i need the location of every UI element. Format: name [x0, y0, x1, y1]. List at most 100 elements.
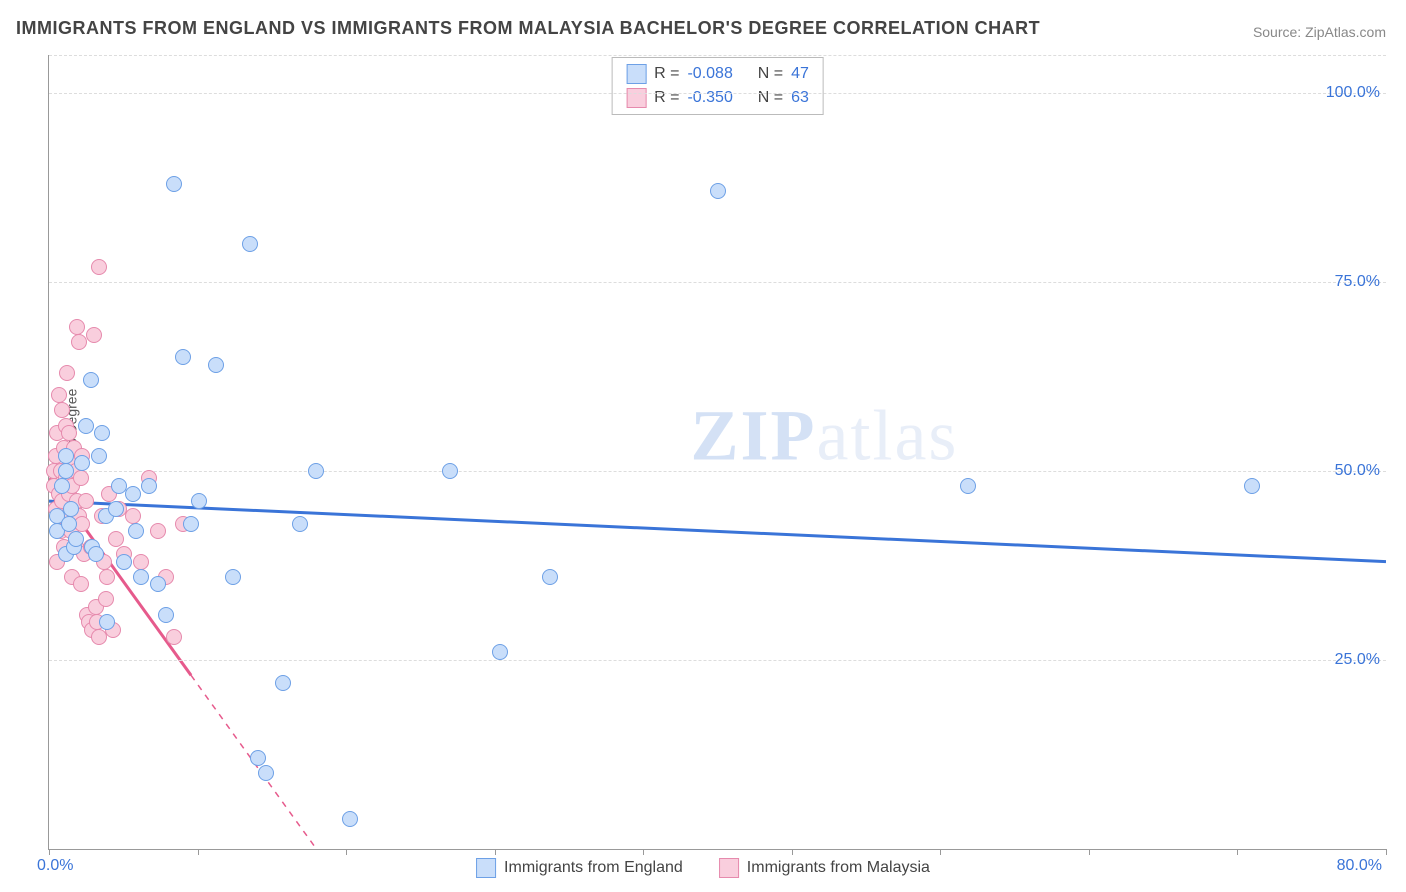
data-point [68, 531, 84, 547]
series-legend: Immigrants from England Immigrants from … [476, 858, 930, 878]
data-point [1244, 478, 1260, 494]
r-value-malaysia: -0.350 [687, 86, 732, 110]
data-point [86, 327, 102, 343]
data-point [59, 365, 75, 381]
r-value-england: -0.088 [687, 62, 732, 86]
data-point [308, 463, 324, 479]
n-value-malaysia: 63 [791, 86, 809, 110]
data-point [69, 319, 85, 335]
watermark-atlas: atlas [816, 396, 958, 476]
stats-legend: R = -0.088 N = 47 R = -0.350 N = 63 [611, 57, 824, 115]
xtick [198, 849, 199, 855]
data-point [91, 448, 107, 464]
swatch-malaysia [719, 858, 739, 878]
source-label: Source: ZipAtlas.com [1253, 24, 1386, 40]
data-point [175, 349, 191, 365]
data-point [63, 501, 79, 517]
chart-plot-area: ZIPatlas R = -0.088 N = 47 R = -0.350 N … [48, 55, 1386, 850]
data-point [133, 569, 149, 585]
data-point [442, 463, 458, 479]
data-point [258, 765, 274, 781]
data-point [342, 811, 358, 827]
watermark: ZIPatlas [690, 395, 958, 478]
data-point [191, 493, 207, 509]
data-point [71, 334, 87, 350]
data-point [275, 675, 291, 691]
data-point [125, 508, 141, 524]
data-point [710, 183, 726, 199]
r-label: R = [654, 86, 679, 110]
data-point [108, 531, 124, 547]
legend-label-malaysia: Immigrants from Malaysia [747, 859, 930, 877]
n-label: N = [758, 62, 783, 86]
data-point [78, 493, 94, 509]
gridline [49, 93, 1386, 94]
data-point [133, 554, 149, 570]
data-point [542, 569, 558, 585]
stats-row-malaysia: R = -0.350 N = 63 [626, 86, 809, 110]
gridline [49, 282, 1386, 283]
data-point [61, 516, 77, 532]
legend-item-england: Immigrants from England [476, 858, 683, 878]
x-max-label: 80.0% [1337, 857, 1382, 875]
gridline [49, 55, 1386, 56]
data-point [94, 425, 110, 441]
data-point [61, 425, 77, 441]
gridline [49, 660, 1386, 661]
data-point [91, 259, 107, 275]
data-point [242, 236, 258, 252]
data-point [128, 523, 144, 539]
data-point [108, 501, 124, 517]
stats-row-england: R = -0.088 N = 47 [626, 62, 809, 86]
data-point [116, 554, 132, 570]
xtick [792, 849, 793, 855]
data-point [54, 402, 70, 418]
data-point [158, 607, 174, 623]
n-label: N = [758, 86, 783, 110]
xtick [940, 849, 941, 855]
data-point [208, 357, 224, 373]
xtick [1237, 849, 1238, 855]
xtick [1089, 849, 1090, 855]
xtick [643, 849, 644, 855]
data-point [492, 644, 508, 660]
data-point [74, 455, 90, 471]
data-point [88, 546, 104, 562]
data-point [150, 576, 166, 592]
data-point [99, 569, 115, 585]
data-point [83, 372, 99, 388]
data-point [58, 448, 74, 464]
data-point [225, 569, 241, 585]
data-point [99, 614, 115, 630]
data-point [54, 478, 70, 494]
n-value-england: 47 [791, 62, 809, 86]
data-point [150, 523, 166, 539]
xtick [346, 849, 347, 855]
xtick [49, 849, 50, 855]
ytick-label: 100.0% [1326, 84, 1380, 102]
data-point [166, 176, 182, 192]
trend-lines [49, 55, 1386, 849]
swatch-england [476, 858, 496, 878]
ytick-label: 50.0% [1335, 462, 1380, 480]
data-point [166, 629, 182, 645]
data-point [250, 750, 266, 766]
data-point [58, 463, 74, 479]
data-point [141, 478, 157, 494]
data-point [125, 486, 141, 502]
x-origin-label: 0.0% [37, 857, 73, 875]
data-point [51, 387, 67, 403]
data-point [292, 516, 308, 532]
swatch-malaysia [626, 88, 646, 108]
data-point [78, 418, 94, 434]
legend-item-malaysia: Immigrants from Malaysia [719, 858, 930, 878]
data-point [960, 478, 976, 494]
r-label: R = [654, 62, 679, 86]
legend-label-england: Immigrants from England [504, 859, 683, 877]
xtick [495, 849, 496, 855]
data-point [73, 470, 89, 486]
watermark-zip: ZIP [690, 396, 816, 476]
data-point [73, 576, 89, 592]
swatch-england [626, 64, 646, 84]
data-point [98, 591, 114, 607]
